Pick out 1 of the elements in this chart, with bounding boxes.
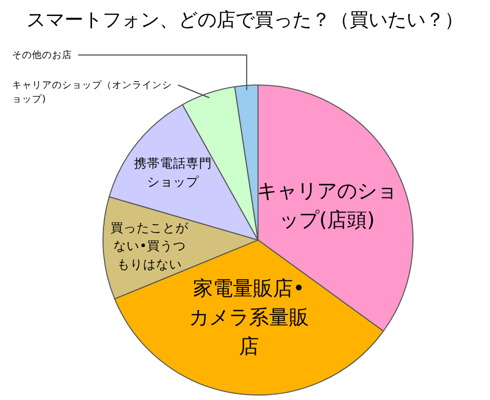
title: スマートフォン、どの店で買った？（買いたい？） xyxy=(26,9,464,31)
